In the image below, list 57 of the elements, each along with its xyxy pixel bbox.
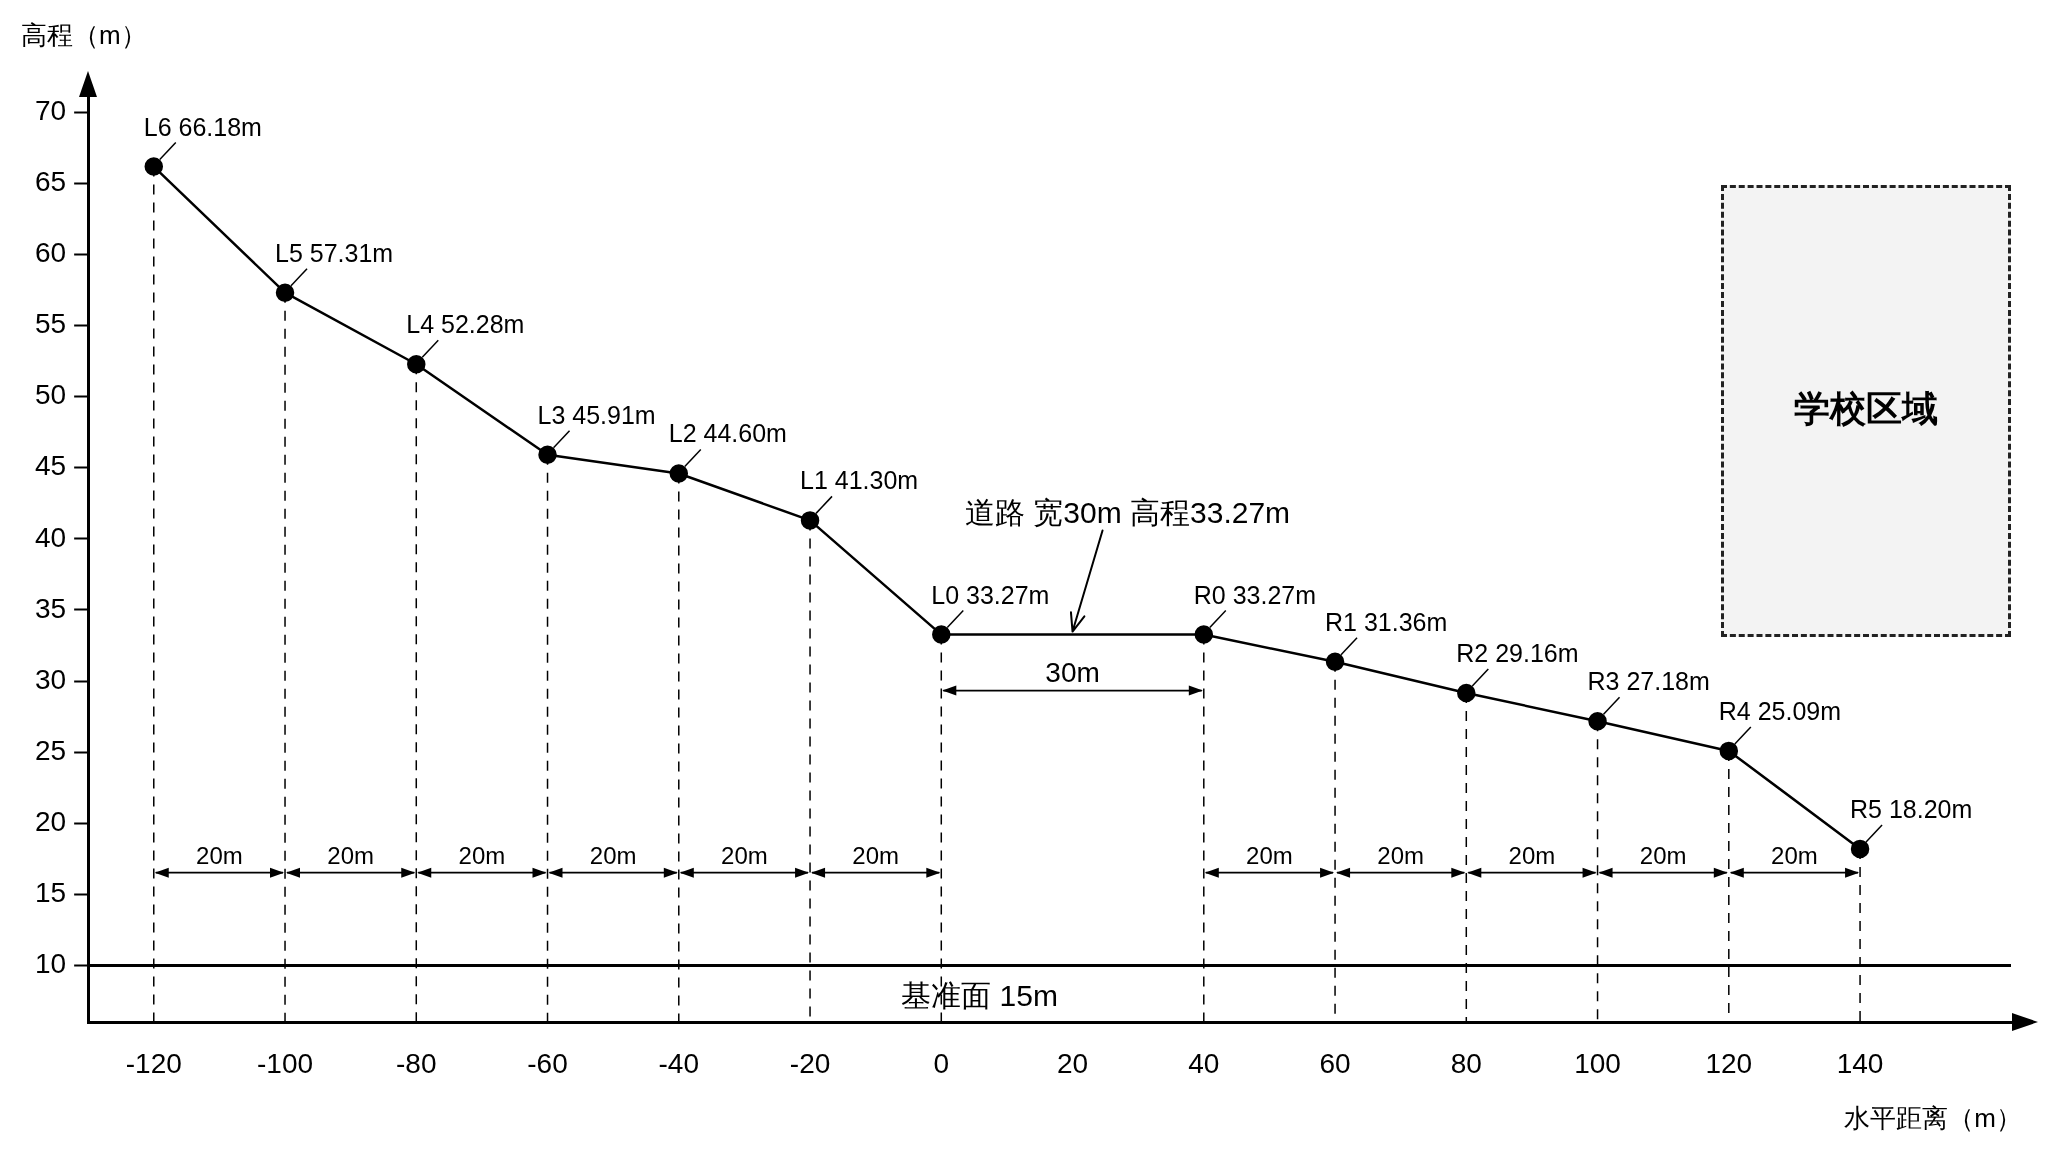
y-tick-label: 45 bbox=[34, 450, 67, 482]
x-tick-label: -60 bbox=[527, 1047, 568, 1079]
x-tick-label: 80 bbox=[1450, 1047, 1482, 1079]
data-label: R0 33.27m bbox=[1193, 580, 1317, 609]
annotation: 20m bbox=[1377, 841, 1425, 869]
x-tick-label: -80 bbox=[396, 1047, 437, 1079]
data-label: L2 44.60m bbox=[668, 419, 787, 448]
data-label: L5 57.31m bbox=[275, 238, 394, 267]
data-label: L1 41.30m bbox=[800, 466, 919, 495]
annotation: 30m bbox=[1045, 656, 1100, 688]
annotation: 20m bbox=[1246, 841, 1293, 869]
data-label: L3 45.91m bbox=[537, 400, 656, 429]
annotation: 20m bbox=[852, 841, 900, 869]
x-tick-label: -20 bbox=[789, 1047, 831, 1079]
data-label: R4 25.09m bbox=[1718, 696, 1842, 725]
y-tick-label: 30 bbox=[34, 663, 67, 695]
annotation: 20m bbox=[1639, 841, 1687, 869]
x-tick-label: -120 bbox=[125, 1047, 182, 1079]
x-tick-label: 140 bbox=[1836, 1047, 1884, 1079]
y-tick-label: 15 bbox=[34, 877, 67, 909]
y-tick-label: 70 bbox=[34, 94, 67, 126]
y-tick-label: 10 bbox=[34, 948, 67, 980]
ref-line-label: 基准面 15m bbox=[901, 979, 1058, 1013]
data-label: R5 18.20m bbox=[1850, 794, 1973, 823]
y-tick-label: 50 bbox=[34, 379, 67, 411]
x-tick-label: 0 bbox=[933, 1047, 950, 1079]
y-tick-label: 40 bbox=[34, 521, 67, 553]
annotation: 20m bbox=[458, 841, 506, 869]
x-tick-label: 40 bbox=[1188, 1047, 1220, 1079]
x-tick-label: -100 bbox=[257, 1047, 314, 1079]
x-axis-title: 水平距离（m） bbox=[1844, 1103, 2022, 1134]
data-label: L0 33.27m bbox=[931, 580, 1050, 609]
y-tick-label: 55 bbox=[34, 308, 67, 340]
x-tick-label: 20 bbox=[1056, 1047, 1089, 1079]
x-tick-label: -40 bbox=[658, 1047, 700, 1079]
data-label: L6 66.18m bbox=[143, 112, 262, 141]
x-tick-label: 60 bbox=[1319, 1047, 1351, 1079]
y-tick-label: 35 bbox=[34, 592, 67, 624]
annotation: 学校区域 bbox=[1793, 387, 1938, 429]
x-tick-label: 120 bbox=[1705, 1047, 1753, 1079]
data-label: R2 29.16m bbox=[1456, 639, 1579, 668]
data-label: R1 31.36m bbox=[1325, 607, 1448, 636]
x-tick-label: 100 bbox=[1574, 1047, 1621, 1079]
annotation: 20m bbox=[1771, 841, 1818, 869]
y-tick-label: 25 bbox=[34, 734, 67, 766]
data-label: L4 52.28m bbox=[406, 310, 525, 339]
annotation: 20m bbox=[1508, 841, 1556, 869]
annotation: 20m bbox=[721, 841, 768, 869]
y-tick-label: 20 bbox=[34, 806, 67, 838]
annotation: 20m bbox=[196, 841, 243, 869]
y-tick-label: 65 bbox=[34, 166, 67, 198]
annotation: 道路 宽30m 高程33.27m bbox=[964, 495, 1291, 529]
y-axis-title: 高程（m） bbox=[21, 20, 147, 51]
y-tick-label: 60 bbox=[34, 237, 67, 269]
annotation: 20m bbox=[327, 841, 374, 869]
annotation: 20m bbox=[589, 841, 637, 869]
data-label: R3 27.18m bbox=[1587, 667, 1710, 696]
